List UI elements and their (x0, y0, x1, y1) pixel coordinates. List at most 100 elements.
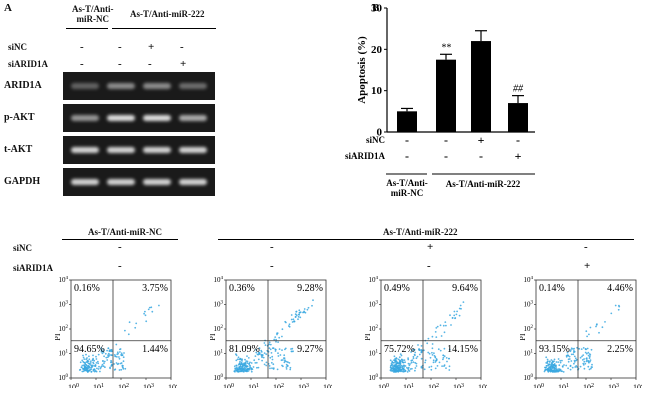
event-dot (584, 351, 587, 354)
event-dot (413, 353, 416, 356)
y-tick-exp: 3 (221, 301, 224, 306)
event-dot (559, 359, 562, 362)
event-dot (110, 348, 113, 351)
y-tick-label: 100 (369, 374, 379, 382)
x-tick-label: 100 (68, 383, 79, 388)
bar (436, 59, 456, 132)
quadrant-lr-percent: 9.27% (297, 344, 323, 355)
event-dot (239, 368, 241, 370)
bar (397, 111, 417, 132)
y-tick-exp: 4 (376, 276, 379, 281)
event-dot (398, 361, 401, 364)
event-dot (617, 308, 620, 311)
event-dot (413, 348, 416, 351)
event-dot (92, 362, 95, 365)
blot-label: p-AKT (4, 112, 35, 123)
bar-sign: - (444, 133, 448, 147)
event-dot (400, 368, 403, 371)
event-dot (558, 368, 561, 370)
event-dot (432, 359, 435, 362)
event-dot (450, 324, 452, 326)
event-dot (273, 338, 276, 341)
plot-frame (380, 279, 482, 379)
event-dot (420, 351, 423, 353)
event-dot (91, 366, 93, 368)
event-dot (298, 311, 301, 314)
blot-row-t-akt (63, 136, 215, 164)
event-dot (97, 368, 100, 370)
event-dot (255, 349, 258, 351)
significance-mark: ## (513, 84, 524, 95)
blot-band (179, 83, 207, 89)
y-tick-exp: 0 (221, 374, 224, 379)
event-dot (397, 370, 399, 373)
event-dot (120, 353, 123, 356)
event-dot (250, 362, 253, 364)
event-dot (107, 352, 110, 355)
event-dot (431, 354, 434, 356)
event-dot (96, 367, 98, 370)
flow-sign-sinc: - (584, 241, 588, 253)
x-tick-exp: 0 (76, 383, 79, 388)
event-dot (265, 361, 268, 364)
event-dot (589, 326, 592, 329)
event-dot (271, 347, 274, 350)
event-dot (240, 370, 243, 373)
event-dot (400, 370, 403, 373)
event-dot (404, 365, 407, 367)
event-dot (275, 338, 277, 341)
event-dot (584, 362, 587, 365)
event-dot (436, 325, 439, 328)
event-dot (454, 317, 456, 320)
y-tick-label: 103 (214, 301, 224, 309)
event-dot (431, 347, 434, 350)
event-dot (277, 352, 279, 355)
event-dot (578, 347, 581, 350)
event-dot (455, 313, 458, 316)
event-dot (556, 370, 558, 372)
event-dot (87, 362, 90, 365)
panel-c-group-222: As-T/Anti-miR-222 (383, 227, 458, 237)
event-dot (90, 370, 93, 373)
event-dot (557, 358, 560, 360)
event-dot (239, 360, 241, 363)
event-dot (569, 350, 572, 353)
panel-a-sign: + (180, 58, 187, 70)
event-dot (87, 360, 89, 362)
event-dot (453, 314, 456, 317)
event-dot (424, 359, 427, 362)
event-dot (429, 356, 432, 359)
y-tick-exp: 1 (531, 350, 534, 355)
event-dot (291, 347, 294, 350)
event-dot (144, 314, 147, 317)
event-dot (604, 321, 606, 323)
event-dot (399, 370, 402, 373)
event-dot (403, 366, 405, 368)
event-dot (307, 306, 310, 309)
y-tick-exp: 0 (66, 374, 69, 379)
y-tick-label: 100 (214, 374, 224, 382)
event-dot (306, 308, 309, 311)
event-dot (558, 369, 560, 372)
event-dot (252, 366, 255, 368)
event-dot (238, 370, 240, 373)
event-dot (588, 355, 591, 358)
event-dot (441, 365, 443, 367)
event-dot (414, 369, 416, 372)
event-dot (406, 371, 409, 373)
blot-band (107, 147, 135, 153)
event-dot (418, 353, 421, 356)
panel-a-group-222: As-T/Anti-miR-222 (130, 9, 205, 19)
event-dot (253, 359, 256, 362)
x-tick-label: 101 (558, 383, 569, 388)
event-dot (298, 313, 300, 316)
y-tick-label: 101 (214, 350, 224, 358)
quadrant-ul-percent: 0.16% (74, 283, 100, 294)
event-dot (572, 353, 575, 356)
event-dot (585, 360, 588, 363)
event-dot (409, 363, 411, 365)
event-dot (237, 368, 240, 371)
significance-mark: ** (441, 42, 451, 53)
blot-band (107, 115, 135, 121)
event-dot (235, 359, 238, 362)
